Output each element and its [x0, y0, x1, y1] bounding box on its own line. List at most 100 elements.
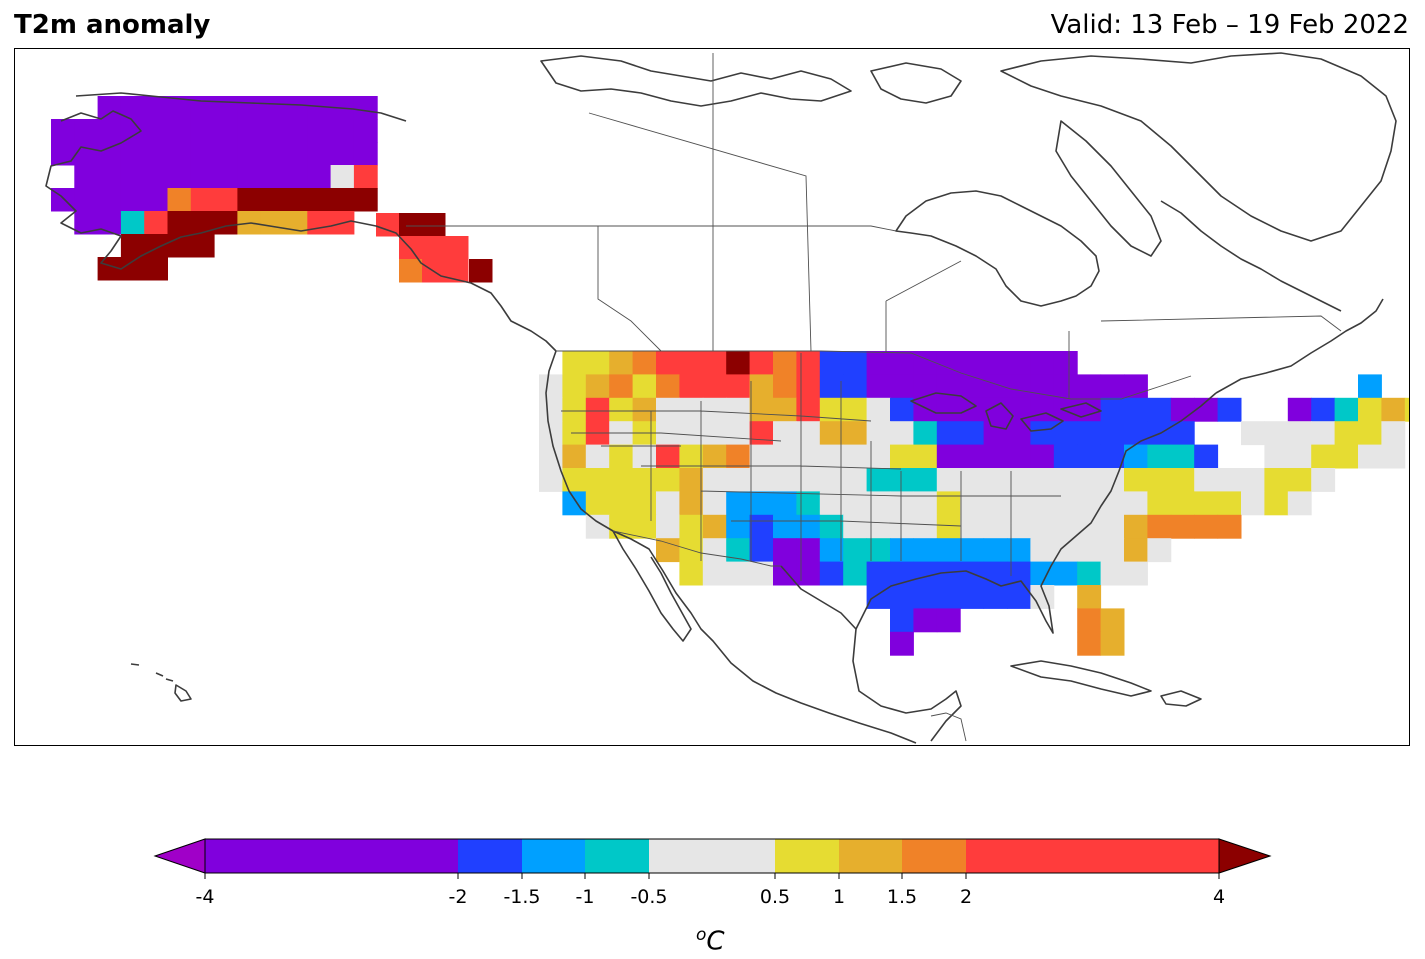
- anomaly-cell: [609, 374, 634, 399]
- anomaly-cell: [330, 142, 355, 166]
- anomaly-cell: [1147, 397, 1172, 422]
- anomaly-cell: [656, 491, 680, 516]
- anomaly-cell: [866, 374, 891, 399]
- anomaly-cell: [866, 491, 891, 516]
- anomaly-cell: [632, 514, 657, 539]
- anomaly-cell: [144, 142, 168, 166]
- anomaly-cell: [702, 444, 727, 469]
- anomaly-cell: [866, 397, 891, 422]
- anomaly-cell: [960, 351, 985, 375]
- valid-date-label: Valid: 13 Feb – 19 Feb 2022: [1050, 10, 1409, 40]
- anomaly-cell: [1264, 444, 1289, 469]
- anomaly-cell: [843, 468, 868, 492]
- pacific-coast: [545, 350, 917, 744]
- anomaly-cell: [819, 351, 844, 375]
- anomaly-cell: [1030, 514, 1055, 539]
- anomaly-cell: [936, 538, 961, 563]
- anomaly-cell: [983, 514, 1008, 539]
- anomaly-cell: [585, 468, 610, 492]
- anomaly-cell: [679, 444, 704, 469]
- anomaly-cell: [1287, 397, 1312, 422]
- anomaly-cell: [960, 468, 985, 492]
- anomaly-cell: [936, 444, 961, 469]
- province-lines: [588, 53, 1342, 399]
- anomaly-cell: [562, 444, 587, 469]
- atlantic-canada: [1215, 298, 1384, 394]
- anomaly-cell: [539, 397, 563, 422]
- anomaly-cell: [749, 421, 774, 446]
- anomaly-cell: [1334, 397, 1359, 422]
- anomaly-cell: [983, 421, 1008, 446]
- anomaly-cell: [1358, 374, 1382, 399]
- anomaly-cell: [190, 188, 215, 212]
- us-canada-49th: [556, 350, 1192, 400]
- anomaly-cell: [773, 514, 797, 539]
- anomaly-cell: [97, 96, 122, 120]
- map-panel: [14, 48, 1410, 746]
- anomaly-cell: [866, 444, 891, 469]
- anomaly-cell: [260, 96, 285, 120]
- anomaly-cell: [843, 444, 868, 469]
- anomaly-cell: [330, 188, 355, 212]
- anomaly-cell: [609, 444, 634, 469]
- anomaly-cell: [936, 608, 961, 633]
- anomaly-cell: [890, 561, 914, 586]
- arctic-islands-2: [870, 62, 962, 104]
- anomaly-cell: [120, 96, 145, 120]
- anomaly-cell: [1147, 491, 1172, 516]
- great-lakes: [910, 392, 1102, 432]
- anomaly-cell: [1311, 397, 1336, 422]
- anomaly-cell: [936, 468, 961, 492]
- anomaly-cell: [726, 468, 751, 492]
- anomaly-cell: [702, 374, 727, 399]
- anomaly-cell: [1264, 491, 1289, 516]
- colorbar-extend-high: [1218, 838, 1272, 874]
- anomaly-cell: [167, 119, 192, 143]
- colorbar-unit-label: oC: [696, 925, 725, 957]
- anomaly-cell: [585, 374, 610, 399]
- anomaly-cell: [1077, 444, 1102, 469]
- anomaly-cell: [1147, 514, 1172, 539]
- anomaly-cell: [284, 165, 308, 189]
- anomaly-cell: [1170, 444, 1195, 469]
- anomaly-cell: [866, 514, 891, 539]
- anomaly-cell: [585, 514, 610, 539]
- anomaly-cell: [144, 234, 168, 258]
- anomaly-cell: [913, 351, 938, 375]
- greenland: [1000, 52, 1397, 242]
- anomaly-cell: [983, 561, 1008, 586]
- anomaly-cell: [1030, 561, 1055, 586]
- colorbar-bin: [585, 839, 649, 873]
- anomaly-cell: [749, 514, 774, 539]
- anomaly-cell: [913, 421, 938, 446]
- anomaly-cell: [120, 119, 145, 143]
- anomaly-cell: [144, 211, 168, 235]
- anomaly-cell: [1053, 491, 1078, 516]
- anomaly-cell: [679, 351, 704, 375]
- anomaly-cell: [1381, 421, 1406, 446]
- anomaly-cell: [609, 351, 634, 375]
- anomaly-cell: [1358, 397, 1382, 422]
- anomaly-cell: [749, 444, 774, 469]
- anomaly-cell: [144, 119, 168, 143]
- anomaly-cell: [1007, 444, 1031, 469]
- anomaly-cell: [936, 397, 961, 422]
- anomaly-cell: [422, 236, 446, 260]
- anomaly-cell: [330, 119, 355, 143]
- anomaly-cell: [1217, 491, 1242, 516]
- colorbar-scale: -4 -2 -1.5 -1 -0.5 0.5 1 1.5 2 4: [153, 838, 1272, 908]
- anomaly-cell: [1100, 514, 1125, 539]
- anomaly-cell: [74, 142, 99, 166]
- anomaly-cell: [260, 188, 285, 212]
- colorbar-bin: [775, 839, 839, 873]
- anomaly-cell: [1217, 514, 1242, 539]
- anomaly-cell: [913, 585, 938, 609]
- anomaly-cell: [656, 444, 680, 469]
- anomaly-cell: [843, 561, 868, 586]
- anomaly-cell: [1241, 421, 1265, 446]
- anomaly-cell: [353, 96, 378, 120]
- anomaly-cell: [609, 491, 634, 516]
- anomaly-cell: [1194, 514, 1219, 539]
- anomaly-cell: [1007, 421, 1031, 446]
- anomaly-cell: [726, 351, 751, 375]
